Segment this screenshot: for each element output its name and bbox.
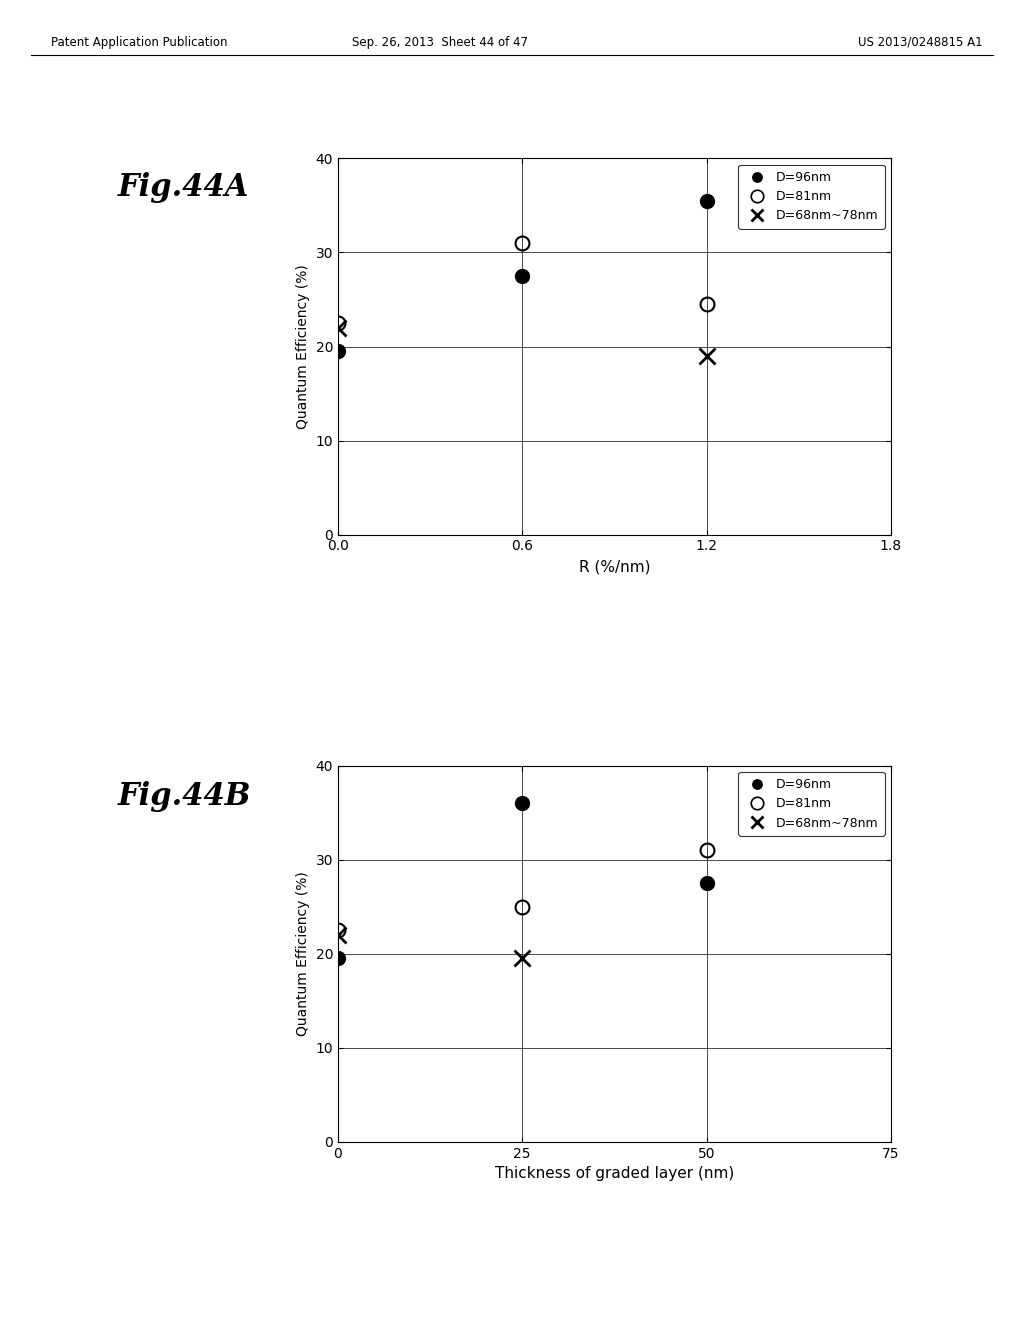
X-axis label: R (%/nm): R (%/nm): [579, 558, 650, 574]
Text: Fig.44B: Fig.44B: [118, 781, 251, 812]
Text: Sep. 26, 2013  Sheet 44 of 47: Sep. 26, 2013 Sheet 44 of 47: [352, 36, 528, 49]
Text: US 2013/0248815 A1: US 2013/0248815 A1: [858, 36, 983, 49]
X-axis label: Thickness of graded layer (nm): Thickness of graded layer (nm): [495, 1166, 734, 1181]
Y-axis label: Quantum Efficiency (%): Quantum Efficiency (%): [296, 264, 310, 429]
Text: Fig.44A: Fig.44A: [118, 172, 249, 202]
Legend: D=96nm, D=81nm, D=68nm~78nm: D=96nm, D=81nm, D=68nm~78nm: [738, 772, 885, 836]
Y-axis label: Quantum Efficiency (%): Quantum Efficiency (%): [296, 871, 310, 1036]
Legend: D=96nm, D=81nm, D=68nm~78nm: D=96nm, D=81nm, D=68nm~78nm: [738, 165, 885, 228]
Text: Patent Application Publication: Patent Application Publication: [51, 36, 227, 49]
